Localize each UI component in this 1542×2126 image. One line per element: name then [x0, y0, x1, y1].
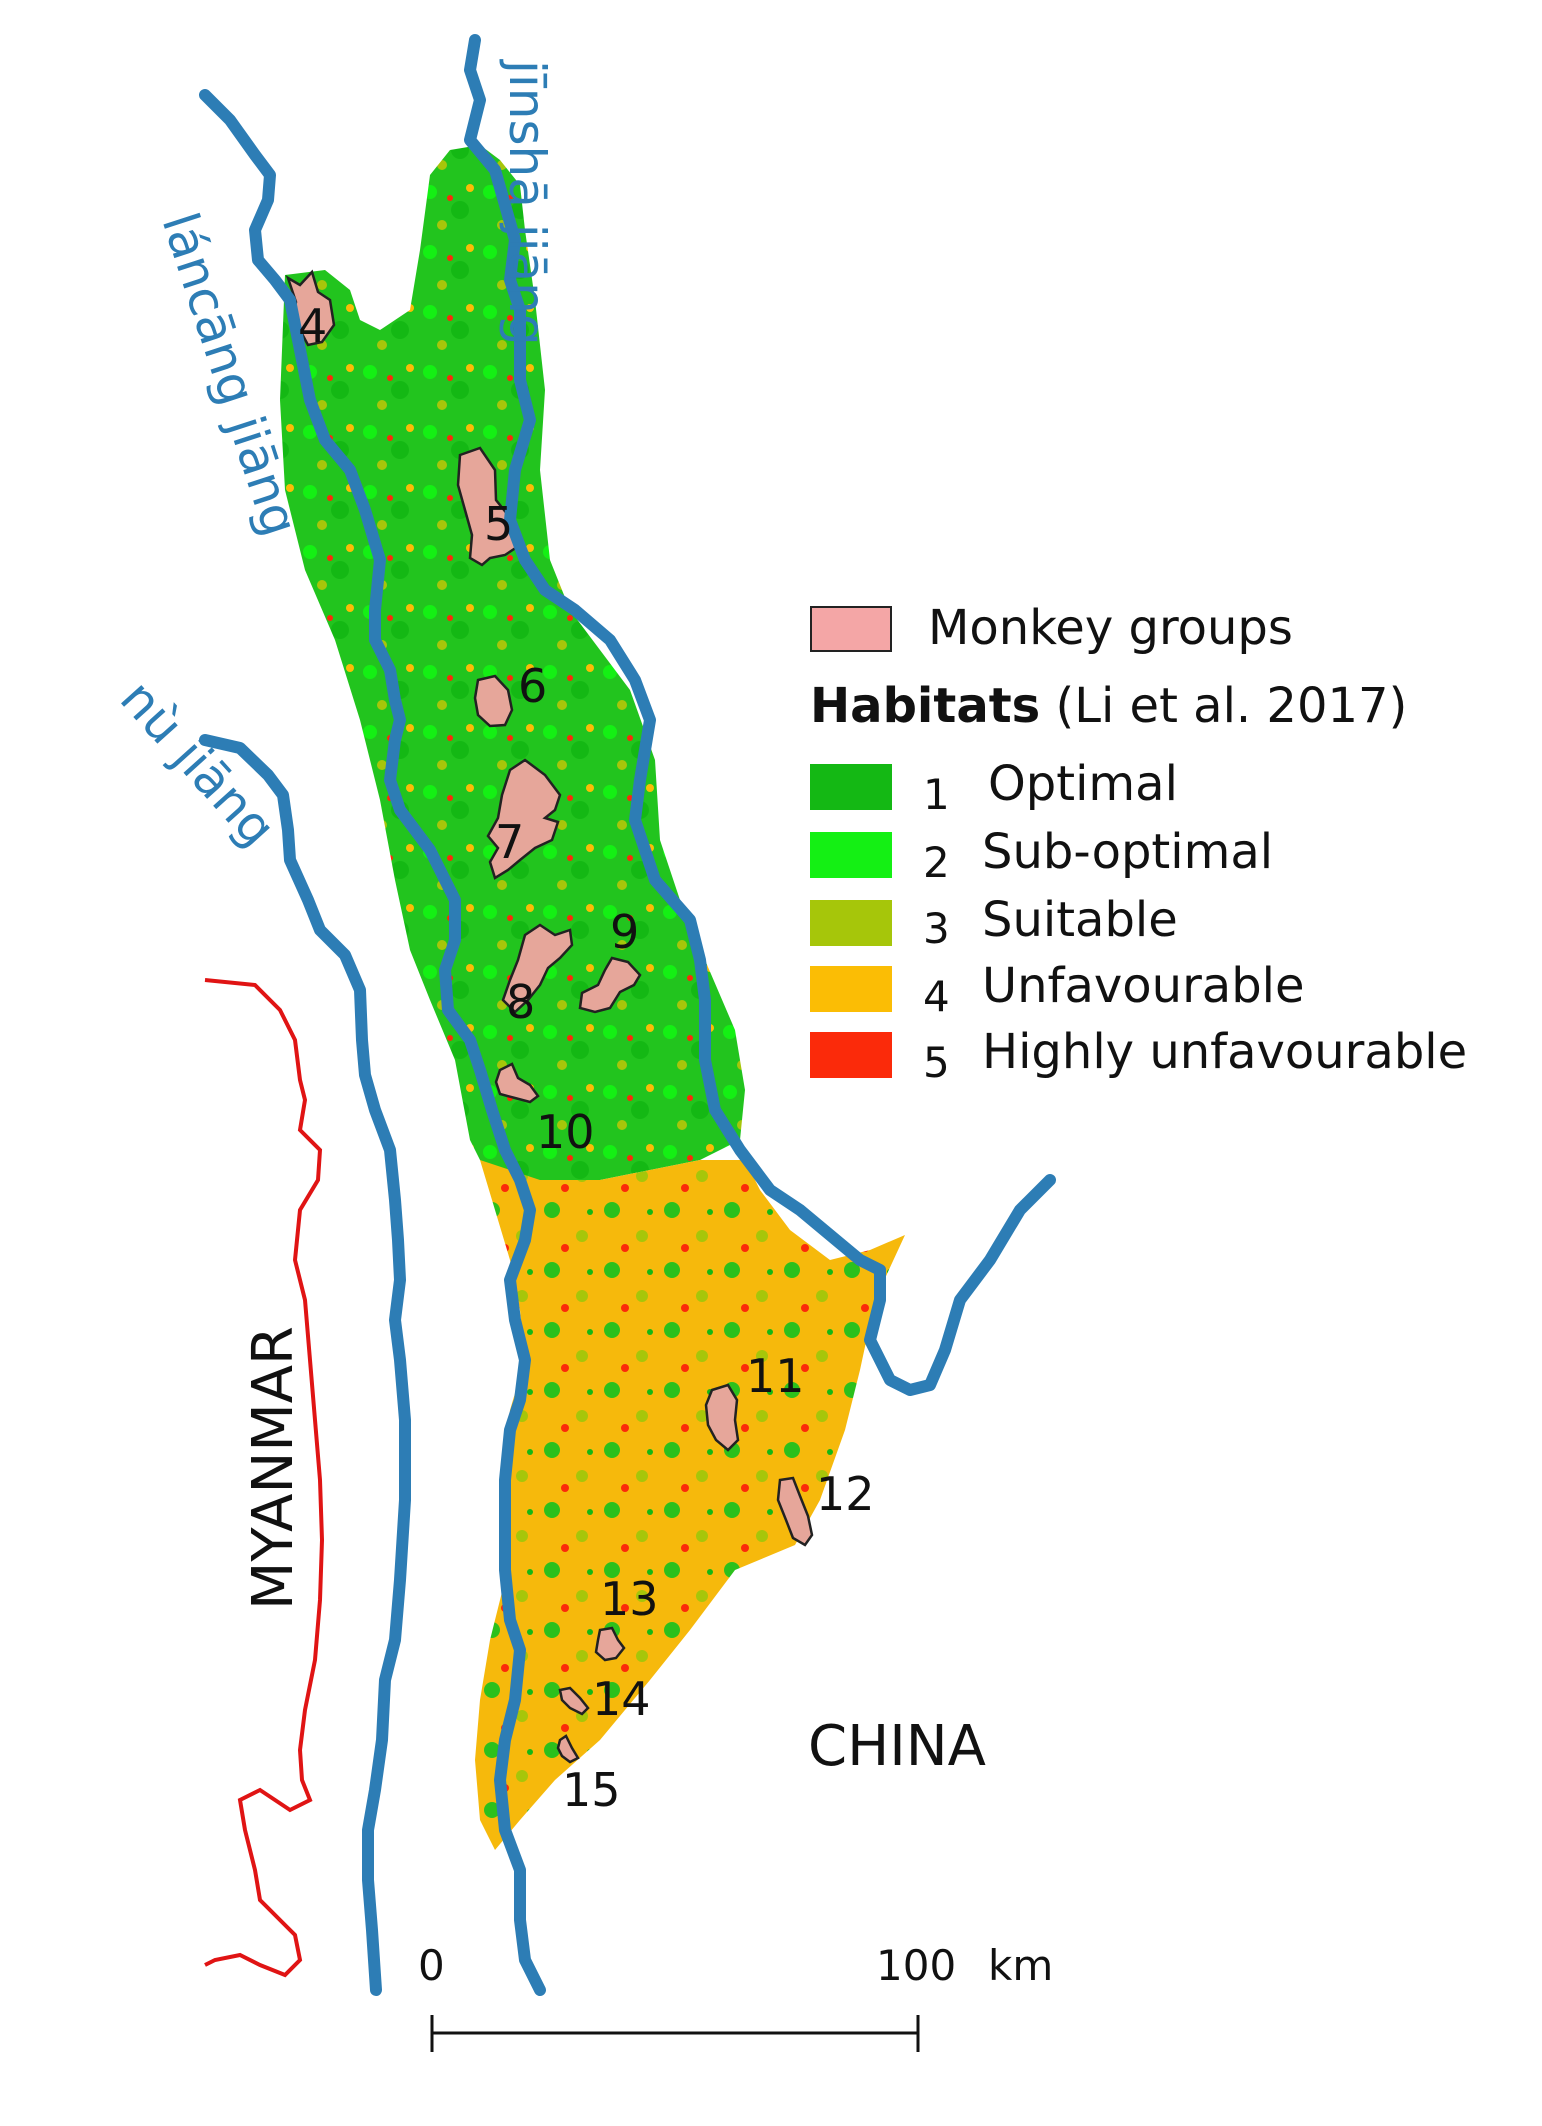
monkey-group-15-area: [556, 1734, 580, 1764]
monkey-group-polygons: [285, 269, 814, 1764]
group-label: 5: [484, 497, 513, 551]
legend-swatch-sub-optimal: [810, 832, 892, 878]
legend-swatch-optimal: [810, 764, 892, 810]
group-label: 12: [816, 1467, 875, 1521]
legend-swatch-unfavourable: [810, 966, 892, 1012]
legend-class-number: 5: [923, 1038, 950, 1087]
monkey-group-14-area: [558, 1686, 590, 1716]
group-label: 11: [746, 1349, 805, 1403]
legend-class-label: Optimal: [988, 756, 1178, 812]
legend-class-label: Sub-optimal: [982, 824, 1274, 880]
legend-monkey-label: Monkey groups: [928, 600, 1293, 656]
legend-title: Habitats (Li et al. 2017): [810, 678, 1407, 734]
monkey-group-12-area: [776, 1476, 814, 1547]
river-lancang: [199, 89, 546, 1996]
group-label: 13: [600, 1572, 659, 1626]
group-label: 6: [518, 659, 547, 713]
group-label: 15: [562, 1763, 621, 1817]
scale-unit-label: km: [988, 1941, 1053, 1990]
legend-swatch-highly-unfavourable: [810, 1032, 892, 1078]
legend-class-number: 3: [923, 904, 950, 953]
legend-title-bold: Habitats: [810, 678, 1041, 734]
legend-class-number: 2: [923, 838, 950, 887]
scale-start-label: 0: [418, 1941, 445, 1990]
monkey-group-11-area: [704, 1383, 740, 1452]
legend-title-rest: (Li et al. 2017): [1040, 678, 1408, 734]
rivers: [199, 34, 1056, 1996]
legend-class-number: 1: [923, 770, 950, 819]
scale-bar: 0 100 km: [418, 1941, 1053, 2052]
group-label: 8: [506, 975, 535, 1029]
scale-end-label: 100: [876, 1941, 956, 1990]
legend-class-number: 4: [923, 972, 950, 1021]
country-border: [204, 978, 325, 1978]
group-numbers: 4 5 6 7 8 9 10 11 12 13 14 15: [298, 299, 875, 1817]
river-nu: [199, 734, 411, 1996]
habitat-region-north: [280, 145, 745, 1180]
monkey-group-8-area: [501, 923, 574, 1014]
monkey-group-7-area: [486, 758, 562, 880]
monkey-group-13-area: [594, 1626, 626, 1662]
group-label: 4: [298, 299, 327, 353]
group-label: 14: [592, 1672, 651, 1726]
habitat-region-south: [475, 1160, 905, 1850]
group-label: 10: [536, 1105, 595, 1159]
legend-class-label: Unfavourable: [982, 958, 1305, 1014]
monkey-group-6-area: [473, 674, 514, 728]
group-label: 9: [610, 905, 639, 959]
monkey-group-10-area: [494, 1062, 540, 1104]
monkey-group-9-area: [578, 956, 642, 1014]
group-label: 7: [495, 815, 524, 869]
country-label-myanmar: MYANMAR: [241, 1326, 306, 1610]
legend-swatch-suitable: [810, 900, 892, 946]
river-label-jinsha: jīnshā jiāng: [498, 59, 556, 346]
monkey-group-5-area: [456, 446, 522, 567]
legend-monkey-swatch: [810, 606, 892, 652]
river-jinsha: [464, 34, 1056, 1396]
legend-class-label: Highly unfavourable: [982, 1024, 1468, 1080]
country-label-china: CHINA: [808, 1714, 986, 1779]
legend-class-label: Suitable: [982, 892, 1178, 948]
